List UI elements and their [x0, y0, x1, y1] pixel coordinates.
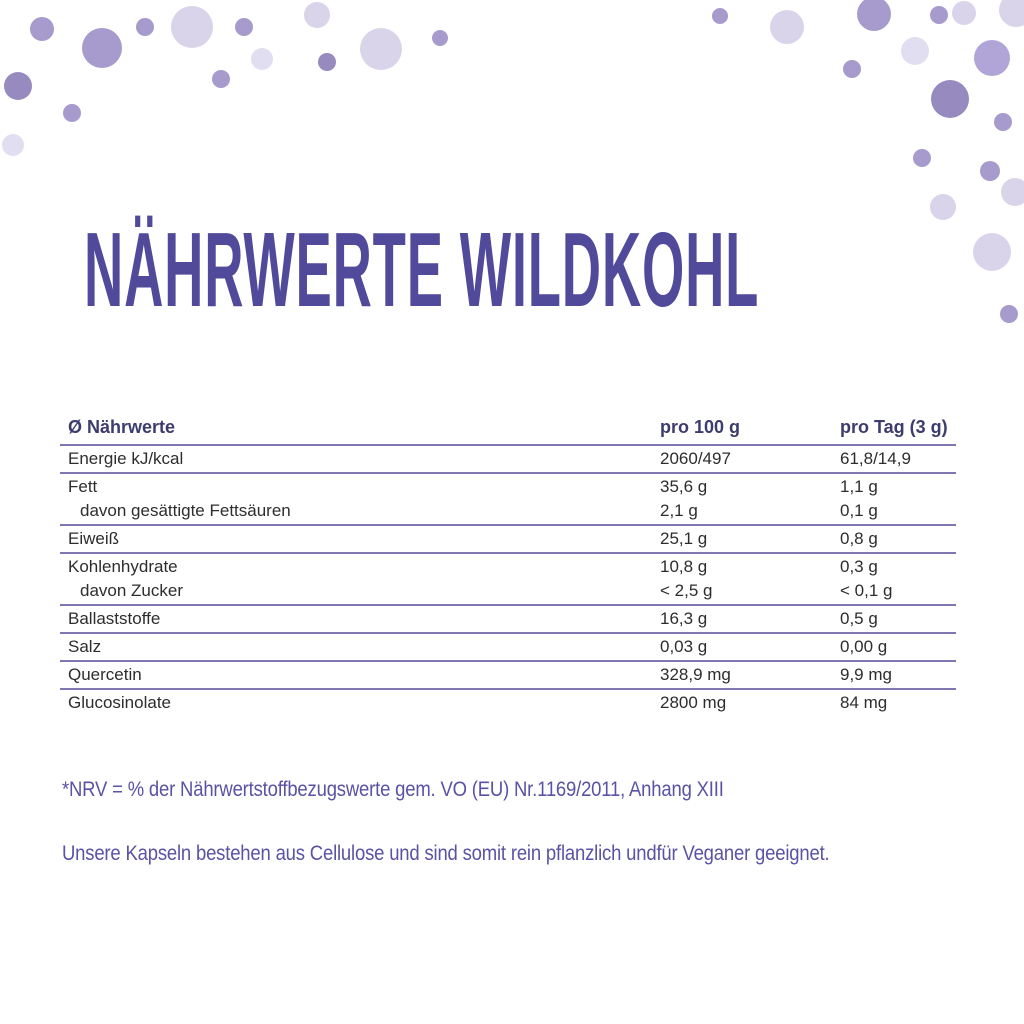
table-group: Kohlenhydrate 10,8 g 0,3 g davon Zucker … — [60, 554, 956, 606]
decor-dot — [30, 17, 54, 41]
nutrient-row: davon gesättigte Fettsäuren 2,1 g 0,1 g — [60, 499, 956, 523]
value-per-day: 0,1 g — [840, 501, 878, 520]
nutrient-label: Fett — [68, 477, 98, 496]
decor-dot — [901, 37, 929, 65]
nutrient-label: Eiweiß — [68, 529, 120, 548]
decor-dot — [770, 10, 804, 44]
decor-dot — [63, 104, 81, 122]
value-per-100g: 16,3 g — [660, 609, 708, 628]
value-per-day: 0,8 g — [840, 529, 878, 548]
decor-dot — [318, 53, 336, 71]
nutrient-row: Quercetin 328,9 mg 9,9 mg — [60, 663, 956, 687]
value-per-day: 0,3 g — [840, 557, 878, 576]
table-group: Ballaststoffe 16,3 g 0,5 g — [60, 606, 956, 634]
nutrient-row: Eiweiß 25,1 g 0,8 g — [60, 527, 956, 551]
decor-dot — [304, 2, 330, 28]
nutrient-label: davon Zucker — [80, 581, 183, 600]
decor-dot — [980, 161, 1000, 181]
table-group: Glucosinolate 2800 mg 84 mg — [60, 690, 956, 716]
nutrient-row: davon Zucker < 2,5 g < 0,1 g — [60, 579, 956, 603]
value-per-100g: 2800 mg — [660, 693, 727, 712]
decor-dot — [1015, 0, 1024, 15]
decor-dot — [994, 113, 1012, 131]
nutrient-row: Fett 35,6 g 1,1 g — [60, 475, 956, 499]
value-per-100g: 328,9 mg — [660, 665, 731, 684]
nutrient-label: davon gesättigte Fettsäuren — [80, 501, 291, 520]
nutrient-label: Energie kJ/kcal — [68, 449, 184, 468]
decor-dot — [999, 0, 1024, 27]
decor-dot — [712, 8, 728, 24]
nutrient-row: Salz 0,03 g 0,00 g — [60, 635, 956, 659]
nutrient-row: Kohlenhydrate 10,8 g 0,3 g — [60, 555, 956, 579]
table-group: Fett 35,6 g 1,1 g davon gesättigte Fetts… — [60, 474, 956, 526]
header-nutrients: Ø Nährwerte — [68, 417, 176, 437]
decor-dot — [212, 70, 230, 88]
table-header-row: Ø Nährwerte pro 100 g pro Tag (3 g) — [60, 414, 956, 446]
table-group: Energie kJ/kcal 2060/497 61,8/14,9 — [60, 446, 956, 474]
value-per-100g: 10,8 g — [660, 557, 708, 576]
value-per-100g: 2060/497 — [660, 449, 731, 468]
value-per-day: 0,00 g — [840, 637, 888, 656]
decor-dot — [973, 233, 1011, 271]
decor-dot — [82, 28, 122, 68]
decor-dot — [235, 18, 253, 36]
nutrient-row: Ballaststoffe 16,3 g 0,5 g — [60, 607, 956, 631]
value-per-100g: 0,03 g — [660, 637, 708, 656]
value-per-100g: 25,1 g — [660, 529, 708, 548]
page-title: NÄHRWERTE WILDKOHL — [84, 211, 760, 330]
value-per-day: 0,5 g — [840, 609, 878, 628]
decor-dot — [930, 194, 956, 220]
decor-dot — [171, 6, 213, 48]
header-per-100g: pro 100 g — [660, 417, 741, 437]
table-group: Eiweiß 25,1 g 0,8 g — [60, 526, 956, 554]
decor-dot — [251, 48, 273, 70]
decor-dot — [432, 30, 448, 46]
decor-dot — [857, 0, 891, 31]
value-per-day: 61,8/14,9 — [840, 449, 911, 468]
decor-dot — [913, 149, 931, 167]
decor-dot — [952, 1, 976, 25]
decor-dot — [931, 80, 969, 118]
decor-dot — [360, 28, 402, 70]
nutrient-label: Glucosinolate — [68, 693, 172, 712]
decor-dot — [974, 40, 1010, 76]
decor-dot — [1001, 178, 1024, 206]
nutrient-label: Salz — [68, 637, 102, 656]
decor-dot — [136, 18, 154, 36]
decor-dot — [4, 72, 32, 100]
value-per-day: 9,9 mg — [840, 665, 892, 684]
nutrient-row: Energie kJ/kcal 2060/497 61,8/14,9 — [60, 447, 956, 471]
footnote-vegan: Unsere Kapseln bestehen aus Cellulose un… — [62, 842, 830, 865]
decor-dot — [930, 6, 948, 24]
decor-dot — [2, 134, 24, 156]
footnote-nrv: *NRV = % der Nährwertstoffbezugswerte ge… — [62, 778, 724, 801]
value-per-day: 1,1 g — [840, 477, 878, 496]
header-per-day: pro Tag (3 g) — [840, 417, 948, 437]
decor-dot — [1000, 305, 1018, 323]
value-per-day: 84 mg — [840, 693, 888, 712]
table-group: Quercetin 328,9 mg 9,9 mg — [60, 662, 956, 690]
nutrient-row: Glucosinolate 2800 mg 84 mg — [60, 691, 956, 715]
value-per-100g: 2,1 g — [660, 501, 698, 520]
nutrition-table: Ø Nährwerte pro 100 g pro Tag (3 g) Ener… — [60, 414, 956, 716]
decor-dot — [843, 60, 861, 78]
table-group: Salz 0,03 g 0,00 g — [60, 634, 956, 662]
nutrient-label: Quercetin — [68, 665, 142, 684]
value-per-100g: 35,6 g — [660, 477, 708, 496]
nutrient-label: Kohlenhydrate — [68, 557, 178, 576]
value-per-day: < 0,1 g — [840, 581, 893, 600]
value-per-100g: < 2,5 g — [660, 581, 713, 600]
nutrient-label: Ballaststoffe — [68, 609, 161, 628]
